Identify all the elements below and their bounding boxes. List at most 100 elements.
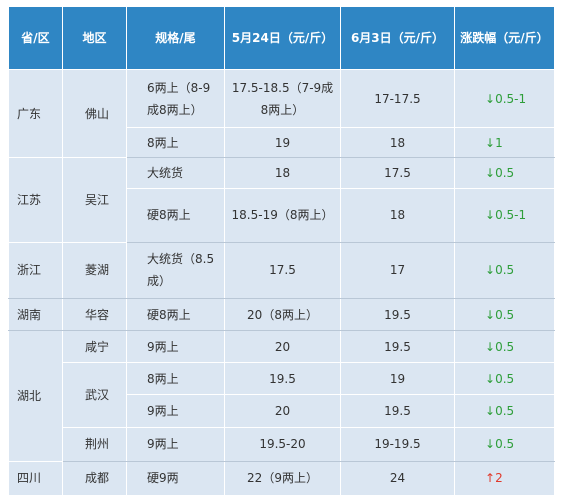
jun3-price-cell: 19.5 bbox=[340, 394, 455, 428]
change-cell: ↓0.5 bbox=[454, 298, 555, 332]
jun3-price-cell: 17.5 bbox=[340, 157, 455, 189]
change-value: 0.5 bbox=[495, 339, 515, 354]
table-row: 湖南 华容 硬8两上 20（8两上） 19.5 ↓0.5 bbox=[8, 298, 555, 332]
header-jun3-price: 6月3日（元/斤） bbox=[340, 6, 455, 70]
province-cell: 湖北 bbox=[8, 330, 63, 462]
table-header-row: 省/区 地区 规格/尾 5月24日（元/斤） 6月3日（元/斤） 涨跌幅（元/斤… bbox=[8, 6, 555, 70]
table-row: 江苏 吴江 大统货 18 17.5 ↓0.5 bbox=[8, 157, 555, 243]
spec-cell: 8两上 bbox=[126, 362, 225, 396]
change-value: 0.5 bbox=[495, 437, 515, 452]
change-cell: ↑2 bbox=[454, 460, 555, 497]
table-row: 浙江 菱湖 大统货（8.5成） 17.5 17 ↓0.5 bbox=[8, 241, 555, 300]
arrow-down-icon: ↓ bbox=[485, 404, 496, 419]
jun3-price-cell: 18 bbox=[340, 127, 455, 159]
table-row: 武汉 8两上 19.5 19 ↓0.5 bbox=[9, 362, 555, 428]
change-cell: ↓0.5 bbox=[454, 426, 555, 462]
may24-price-cell: 17.5 bbox=[224, 241, 341, 300]
change-value: 0.5-1 bbox=[495, 208, 527, 223]
spec-cell: 9两上 bbox=[126, 330, 225, 364]
change-cell: ↓0.5 bbox=[454, 241, 555, 300]
jun3-price-cell: 19.5 bbox=[340, 298, 455, 332]
may24-price-cell: 20（8两上） bbox=[224, 298, 341, 332]
jun3-price-cell: 17 bbox=[340, 241, 455, 300]
arrow-down-icon: ↓ bbox=[485, 307, 496, 322]
jun3-price-cell: 17-17.5 bbox=[340, 68, 455, 129]
jun3-price-cell: 19 bbox=[340, 362, 455, 396]
province-cell: 湖南 bbox=[8, 298, 63, 332]
table-row: 湖北 咸宁 9两上 20 19.5 ↓0.5 bbox=[8, 330, 555, 462]
jun3-price-cell: 24 bbox=[340, 460, 455, 497]
jun3-price-cell: 19.5 bbox=[340, 330, 455, 364]
change-cell: ↓1 bbox=[454, 127, 555, 159]
change-cell: ↓0.5 bbox=[454, 157, 555, 189]
arrow-down-icon: ↓ bbox=[485, 165, 496, 180]
jun3-price-cell: 18 bbox=[340, 187, 455, 243]
may24-price-cell: 17.5-18.5（7-9成8两上） bbox=[224, 68, 341, 129]
may24-price-cell: 18.5-19（8两上） bbox=[224, 187, 341, 243]
header-spec: 规格/尾 bbox=[126, 6, 225, 70]
spec-cell: 9两上 bbox=[126, 394, 225, 428]
change-value: 1 bbox=[495, 135, 503, 150]
arrow-down-icon: ↓ bbox=[485, 339, 496, 354]
city-cell: 荆州 bbox=[62, 426, 127, 462]
arrow-down-icon: ↓ bbox=[485, 437, 496, 452]
change-cell: ↓0.5 bbox=[454, 362, 555, 396]
change-value: 0.5 bbox=[495, 307, 515, 322]
spec-cell: 9两上 bbox=[126, 426, 225, 462]
change-value: 0.5 bbox=[495, 404, 515, 419]
spec-cell: 8两上 bbox=[126, 127, 225, 159]
arrow-down-icon: ↓ bbox=[485, 135, 496, 150]
arrow-down-icon: ↓ bbox=[485, 91, 496, 106]
spec-cell: 硬8两上 bbox=[126, 187, 225, 243]
arrow-down-icon: ↓ bbox=[485, 208, 496, 223]
arrow-down-icon: ↓ bbox=[485, 263, 496, 278]
change-value: 0.5 bbox=[495, 263, 515, 278]
city-cell: 华容 bbox=[62, 298, 127, 332]
arrow-up-icon: ↑ bbox=[485, 471, 496, 486]
spec-cell: 大统货（8.5成） bbox=[126, 241, 225, 300]
table-row: 8两上 19 18 ↓1 bbox=[9, 127, 555, 159]
change-cell: ↓0.5-1 bbox=[454, 68, 555, 129]
city-cell: 武汉 bbox=[62, 362, 127, 428]
city-cell: 菱湖 bbox=[62, 241, 127, 300]
change-cell: ↓0.5 bbox=[454, 394, 555, 428]
spec-cell: 6两上（8-9成8两上） bbox=[126, 68, 225, 129]
change-value: 0.5-1 bbox=[495, 91, 527, 106]
may24-price-cell: 19 bbox=[224, 127, 341, 159]
may24-price-cell: 19.5 bbox=[224, 362, 341, 396]
may24-price-cell: 19.5-20 bbox=[224, 426, 341, 462]
may24-price-cell: 20 bbox=[224, 330, 341, 364]
table-row: 硬8两上 18.5-19（8两上） 18 ↓0.5-1 bbox=[9, 187, 555, 243]
table-row: 荆州 9两上 19.5-20 19-19.5 ↓0.5 bbox=[9, 426, 555, 462]
header-change: 涨跌幅（元/斤） bbox=[454, 6, 555, 70]
city-cell: 吴江 bbox=[62, 157, 127, 243]
province-cell: 广东 bbox=[8, 68, 63, 159]
header-province: 省/区 bbox=[8, 6, 63, 70]
province-cell: 浙江 bbox=[8, 241, 63, 300]
may24-price-cell: 20 bbox=[224, 394, 341, 428]
jun3-price-cell: 19-19.5 bbox=[340, 426, 455, 462]
table-row: 广东 佛山 6两上（8-9成8两上） 17.5-18.5（7-9成8两上） 17… bbox=[8, 68, 555, 159]
province-cell: 江苏 bbox=[8, 157, 63, 243]
table-row: 9两上 20 19.5 ↓0.5 bbox=[9, 394, 555, 428]
price-table: 省/区 地区 规格/尾 5月24日（元/斤） 6月3日（元/斤） 涨跌幅（元/斤… bbox=[8, 6, 555, 497]
change-value: 0.5 bbox=[495, 371, 515, 386]
change-cell: ↓0.5-1 bbox=[454, 187, 555, 243]
arrow-down-icon: ↓ bbox=[485, 371, 496, 386]
city-cell: 咸宁 bbox=[62, 330, 127, 364]
spec-cell: 硬9两 bbox=[126, 460, 225, 497]
city-cell: 佛山 bbox=[62, 68, 127, 159]
change-value: 0.5 bbox=[495, 165, 515, 180]
province-cell: 四川 bbox=[8, 460, 63, 497]
city-cell: 成都 bbox=[62, 460, 127, 497]
may24-price-cell: 18 bbox=[224, 157, 341, 189]
change-cell: ↓0.5 bbox=[454, 330, 555, 364]
table-row: 四川 成都 硬9两 22（9两上） 24 ↑2 bbox=[8, 460, 555, 497]
header-may24-price: 5月24日（元/斤） bbox=[224, 6, 341, 70]
header-region: 地区 bbox=[62, 6, 127, 70]
spec-cell: 大统货 bbox=[126, 157, 225, 189]
spec-cell: 硬8两上 bbox=[126, 298, 225, 332]
may24-price-cell: 22（9两上） bbox=[224, 460, 341, 497]
change-value: 2 bbox=[495, 471, 503, 486]
